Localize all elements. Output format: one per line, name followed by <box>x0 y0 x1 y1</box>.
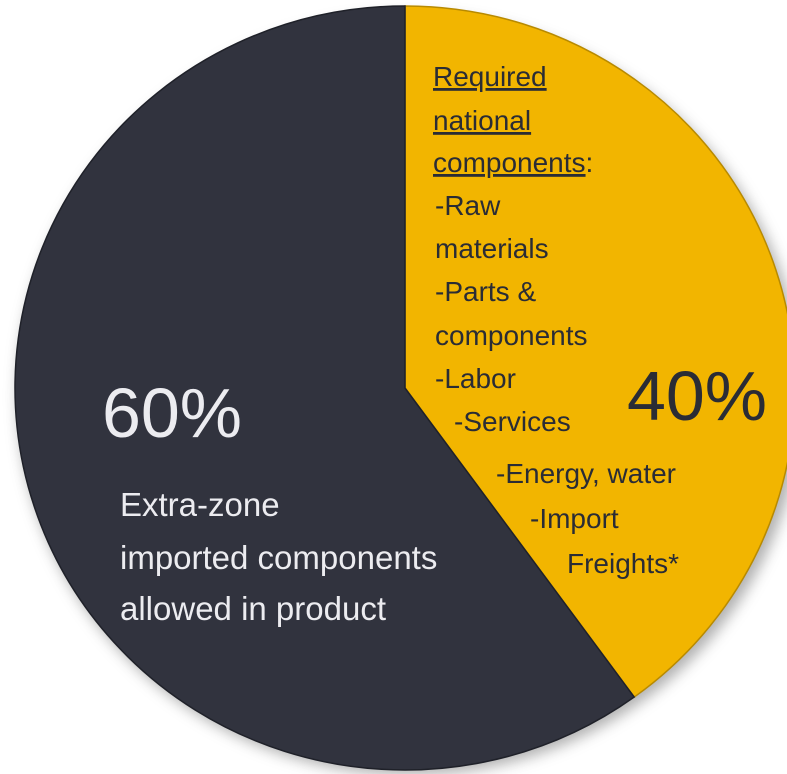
slice-national-item: Freights* <box>567 548 679 579</box>
slice-extra <box>14 5 636 771</box>
slice-national-items: -Raw materials -Parts & components -Labo… <box>435 190 679 579</box>
slice-national-heading-word: components <box>433 147 586 178</box>
slice-extra-description-line-1: Extra-zone <box>120 486 280 523</box>
pie-slices <box>14 5 787 771</box>
slice-national-item: -Import <box>530 503 619 534</box>
slice-national-item: components <box>435 320 588 351</box>
slice-national <box>404 5 787 699</box>
slice-national-heading-colon: : <box>586 147 594 178</box>
slice-national-heading-line-2: national <box>433 105 531 136</box>
slice-national-item: -Services <box>454 406 571 437</box>
slice-extra-description-line-2: imported components <box>120 539 437 576</box>
slice-national-item: -Raw <box>435 190 501 221</box>
slice-national-heading: Required national components: <box>433 61 593 178</box>
slice-national-item: materials <box>435 233 549 264</box>
slice-extra-percent-label: 60% <box>102 374 242 452</box>
slice-extra-description-line-3: allowed in product <box>120 590 386 627</box>
slice-national-heading-line-1: Required <box>433 61 547 92</box>
slice-national-item: -Energy, water <box>496 458 676 489</box>
slice-national-item: -Labor <box>435 363 516 394</box>
slice-national-item: -Parts & <box>435 276 536 307</box>
slice-national-percent-label: 40% <box>627 357 767 435</box>
slice-national-heading-line-3: components: <box>433 147 593 178</box>
